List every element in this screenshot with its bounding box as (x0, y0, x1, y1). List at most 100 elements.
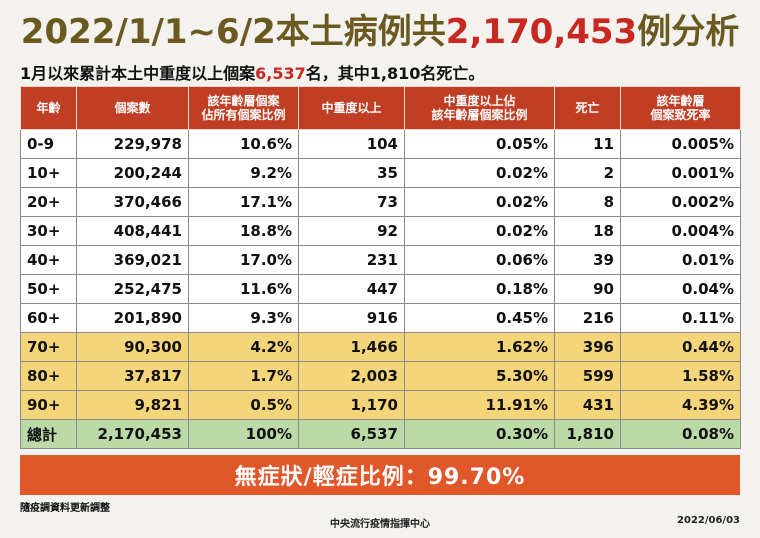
total-cases-cell: 2,170,453 (76, 419, 189, 449)
deaths-cell: 39 (554, 245, 621, 275)
cases-cell: 90,300 (76, 332, 189, 362)
deaths-cell: 396 (554, 332, 621, 362)
case-pct-cell: 9.2% (188, 158, 299, 188)
severe-pct-cell: 0.18% (404, 274, 555, 304)
cfr-cell: 0.04% (620, 274, 741, 304)
total-cfr-cell: 0.08% (620, 419, 741, 449)
deaths-cell: 11 (554, 129, 621, 159)
cfr-cell: 1.58% (620, 361, 741, 391)
cases-cell: 369,021 (76, 245, 189, 275)
age-analysis-table: 年齡 個案數 該年齡層個案 佔所有個案比例 中重度以上 中重度以上佔 該年齡層個案比例 死亡該… (20, 86, 741, 449)
table-header-row: 年齡 個案數 該年齡層個案 佔所有個案比例 中重度以上 中重度以上佔 該年齡層個案比例 死亡該… (20, 86, 741, 130)
age-cell: 30+ (20, 216, 77, 246)
age-cell: 60+ (20, 303, 77, 333)
severe-pct-cell: 1.62% (404, 332, 555, 362)
cfr-cell: 0.002% (620, 187, 741, 217)
case-pct-cell: 17.1% (188, 187, 299, 217)
severe-cell: 2,003 (298, 361, 405, 391)
age-cell: 50+ (20, 274, 77, 304)
case-pct-cell: 18.8% (188, 216, 299, 246)
age-cell: 40+ (20, 245, 77, 275)
deaths-cell: 599 (554, 361, 621, 391)
cfr-cell: 0.001% (620, 158, 741, 188)
severe-pct-cell: 11.91% (404, 390, 555, 420)
header-deaths: 死亡 (554, 86, 621, 130)
age-cell: 70+ (20, 332, 77, 362)
cases-cell: 201,890 (76, 303, 189, 333)
deaths-cell: 8 (554, 187, 621, 217)
total-age-cell: 總計 (20, 419, 77, 449)
asymptomatic-ratio-banner: 無症狀/輕症比例：99.70% (20, 455, 740, 495)
cases-cell: 229,978 (76, 129, 189, 159)
cfr-cell: 0.004% (620, 216, 741, 246)
case-pct-cell: 9.3% (188, 303, 299, 333)
age-cell: 80+ (20, 361, 77, 391)
case-pct-cell: 11.6% (188, 274, 299, 304)
table-row: 20+ 370,466 17.1% 73 0.02% 8 0.002% (20, 187, 741, 217)
severe-pct-cell: 0.45% (404, 303, 555, 333)
table-row: 10+ 200,244 9.2% 35 0.02% 2 0.001% (20, 158, 741, 188)
case-pct-cell: 4.2% (188, 332, 299, 362)
severe-pct-cell: 0.02% (404, 158, 555, 188)
table-row: 70+ 90,300 4.2% 1,466 1.62% 396 0.44% (20, 332, 741, 362)
cfr-cell: 0.01% (620, 245, 741, 275)
table-row: 0-9 229,978 10.6% 104 0.05% 11 0.005% (20, 129, 741, 159)
header-cfr: 該年齡層 個案致死率 (620, 86, 741, 130)
table-row: 50+ 252,475 11.6% 447 0.18% 90 0.04% (20, 274, 741, 304)
severe-cell: 92 (298, 216, 405, 246)
age-cell: 0-9 (20, 129, 77, 159)
cases-cell: 9,821 (76, 390, 189, 420)
severe-cell: 104 (298, 129, 405, 159)
severe-pct-cell: 0.06% (404, 245, 555, 275)
age-cell: 90+ (20, 390, 77, 420)
case-pct-cell: 1.7% (188, 361, 299, 391)
severe-pct-cell: 0.05% (404, 129, 555, 159)
case-pct-cell: 10.6% (188, 129, 299, 159)
page-subtitle: 1月以來累計本土中重度以上個案6,537名，其中1,810名死亡。 (20, 60, 484, 84)
title-total-cases: 2,170,453 (445, 12, 638, 52)
cfr-cell: 0.005% (620, 129, 741, 159)
total-row: 總計 2,170,453 100% 6,537 0.30% 1,810 0.08% (20, 419, 741, 449)
table-row: 30+ 408,441 18.8% 92 0.02% 18 0.004% (20, 216, 741, 246)
title-prefix: 2022/1/1~6/2本土病例共 (20, 12, 446, 52)
deaths-cell: 18 (554, 216, 621, 246)
table-row: 90+ 9,821 0.5% 1,170 11.91% 431 4.39% (20, 390, 741, 420)
severe-cell: 35 (298, 158, 405, 188)
title-suffix: 例分析 (637, 12, 740, 52)
total-deaths-cell: 1,810 (554, 419, 621, 449)
cfr-cell: 0.44% (620, 332, 741, 362)
table-row: 60+ 201,890 9.3% 916 0.45% 216 0.11% (20, 303, 741, 333)
table-body: 0-9 229,978 10.6% 104 0.05% 11 0.005% 10+ 200,24… (20, 129, 741, 449)
page-title: 2022/1/1~6/2本土病例共2,170,453例分析 (0, 4, 760, 53)
subtitle-severe-count: 6,537 (255, 64, 306, 83)
footer-agency: 中央流行疫情指揮中心 (330, 519, 430, 530)
total-severe-cell: 6,537 (298, 419, 405, 449)
header-severe-pct: 中重度以上佔 該年齡層個案比例 (404, 86, 555, 130)
severe-cell: 231 (298, 245, 405, 275)
header-case-pct: 該年齡層個案 佔所有個案比例 (188, 86, 299, 130)
table-row: 80+ 37,817 1.7% 2,003 5.30% 599 1.58% (20, 361, 741, 391)
header-severe: 中重度以上 (298, 86, 405, 130)
severe-cell: 73 (298, 187, 405, 217)
age-cell: 20+ (20, 187, 77, 217)
severe-pct-cell: 5.30% (404, 361, 555, 391)
header-age: 年齡 (20, 86, 77, 130)
deaths-cell: 2 (554, 158, 621, 188)
total-severe-pct-cell: 0.30% (404, 419, 555, 449)
update-note: 隨疫調資料更新調整 (20, 503, 110, 514)
age-cell: 10+ (20, 158, 77, 188)
cases-cell: 37,817 (76, 361, 189, 391)
cases-cell: 200,244 (76, 158, 189, 188)
cfr-cell: 0.11% (620, 303, 741, 333)
case-pct-cell: 0.5% (188, 390, 299, 420)
severe-cell: 916 (298, 303, 405, 333)
deaths-cell: 90 (554, 274, 621, 304)
subtitle-prefix: 1月以來累計本土中重度以上個案 (20, 64, 256, 83)
deaths-cell: 431 (554, 390, 621, 420)
severe-pct-cell: 0.02% (404, 216, 555, 246)
case-pct-cell: 17.0% (188, 245, 299, 275)
cfr-cell: 4.39% (620, 390, 741, 420)
severe-cell: 1,466 (298, 332, 405, 362)
table-row: 40+ 369,021 17.0% 231 0.06% 39 0.01% (20, 245, 741, 275)
severe-pct-cell: 0.02% (404, 187, 555, 217)
